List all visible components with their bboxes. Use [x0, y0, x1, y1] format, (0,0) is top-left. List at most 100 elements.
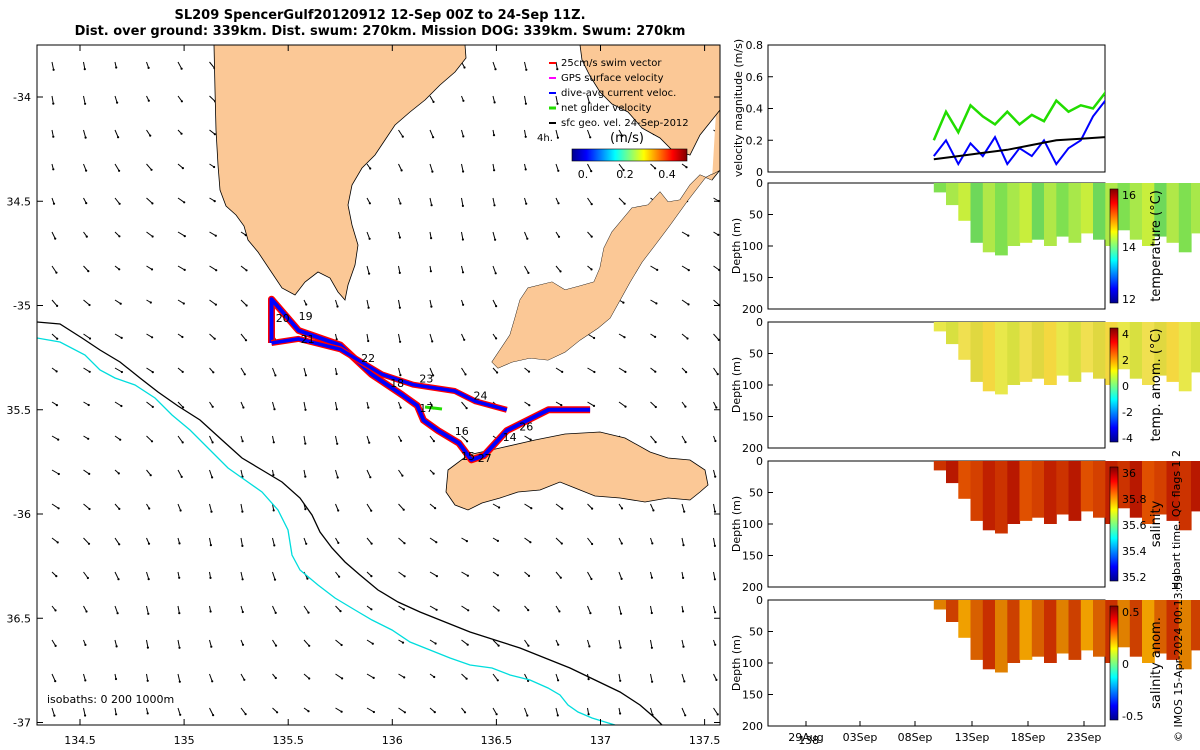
lon-tick-label: 136 [382, 734, 403, 747]
geo-arrow [114, 537, 120, 545]
geo-arrow [555, 163, 559, 171]
geo-arrow-head [55, 271, 58, 274]
geo-arrow-head [211, 476, 214, 479]
geo-arrow-head [399, 374, 402, 377]
geo-arrow-head [401, 135, 404, 138]
geo-arrow [114, 197, 120, 205]
section-cell [1031, 600, 1045, 657]
geo-arrow-head [682, 645, 685, 648]
geo-arrow-head [335, 408, 338, 411]
lat-tick-label: 35.5 [7, 404, 32, 417]
vel-tick-label: 0.4 [746, 103, 764, 116]
geo-arrow-head [686, 337, 689, 340]
section-cell [946, 461, 959, 484]
section-cell [1129, 183, 1143, 240]
geo-arrow-head [120, 404, 123, 408]
geo-arrow-head [367, 339, 370, 343]
geo-arrow-head [589, 136, 592, 139]
depth-tick-label: 150 [742, 411, 763, 424]
geo-arrow-head [590, 203, 593, 206]
section-cell [958, 461, 972, 499]
geo-arrow-head [620, 577, 623, 581]
geo-arrow-head [465, 407, 468, 410]
section-cell [995, 322, 1008, 395]
geo-arrow-head [241, 510, 244, 513]
geo-arrow-head [151, 405, 154, 408]
geo-arrow [146, 231, 153, 237]
geo-arrow [461, 231, 464, 240]
geo-arrow [713, 537, 716, 546]
geo-arrow [366, 469, 371, 478]
geo-arrow-head [714, 475, 717, 478]
section-cell [1093, 600, 1106, 657]
geo-arrow-head [466, 440, 469, 443]
geo-arrow [366, 707, 375, 713]
geo-arrow [177, 605, 180, 614]
geo-arrow [240, 367, 246, 375]
geo-arrow-head [55, 370, 58, 373]
geo-arrow [51, 95, 54, 104]
geo-arrow-head [682, 576, 685, 580]
cbar-tick-label: -4 [1122, 432, 1133, 445]
geo-arrow [587, 639, 590, 647]
geo-arrow-head [213, 337, 216, 340]
geo-arrow-head [654, 167, 657, 170]
section-cell [970, 183, 984, 243]
geo-arrow [429, 163, 433, 172]
geo-arrow [51, 265, 57, 273]
geo-arrow-head [213, 165, 216, 169]
geo-arrow [114, 571, 119, 580]
geo-arrow [713, 333, 720, 341]
time-tick-label: 23Sep [1067, 731, 1102, 744]
geo-arrow-head [398, 271, 401, 274]
geo-arrow-head [497, 609, 500, 612]
geo-arrow-head [182, 302, 185, 305]
geo-arrow-head [336, 305, 339, 308]
geo-arrow [681, 707, 686, 716]
geo-arrow-head [655, 302, 658, 305]
geo-arrow [461, 163, 464, 172]
geo-arrow-head [367, 306, 370, 309]
geo-arrow [177, 265, 185, 271]
geo-arrow-head [308, 644, 311, 647]
geo-arrow [618, 367, 626, 373]
geo-arrow-head [338, 575, 341, 578]
geo-arrow-head [463, 338, 466, 341]
geo-arrow-head [496, 679, 499, 682]
geo-arrow-head [464, 373, 467, 376]
geo-arrow-head [622, 169, 625, 172]
geo-arrow-head [54, 680, 57, 683]
geo-arrow [240, 265, 247, 271]
geo-arrow [555, 571, 562, 579]
geo-arrow-head [619, 612, 623, 615]
geo-arrow-head [212, 714, 215, 717]
geo-arrow [83, 265, 89, 272]
geo-arrow-head [272, 509, 275, 512]
geo-arrow-head [590, 235, 593, 238]
geo-arrow-head [88, 370, 91, 373]
geo-arrow-head [244, 339, 248, 342]
geo-arrow [209, 639, 212, 647]
geo-arrow-head [467, 609, 470, 612]
geo-arrow [366, 503, 372, 511]
geo-arrow-head [274, 611, 277, 615]
geo-arrow-head [557, 643, 560, 646]
section-cell [1142, 461, 1155, 524]
geo-arrow [83, 95, 86, 104]
depth-tick-label: 50 [749, 626, 763, 639]
geo-arrow [429, 639, 436, 644]
geo-arrow-head [241, 544, 244, 548]
cbar-tick-label: 4 [1122, 328, 1129, 341]
section-cell [1191, 600, 1200, 651]
geo-arrow [209, 61, 215, 69]
lat-tick-label: -37 [13, 717, 31, 730]
geo-arrow [146, 639, 149, 648]
geo-arrow-head [403, 711, 406, 714]
geo-arrow-head [713, 578, 717, 581]
geo-arrow [51, 503, 59, 509]
geo-arrow-head [242, 406, 245, 409]
land-upper-peninsula [579, 45, 720, 156]
section-cell [933, 461, 947, 471]
geo-arrow [146, 605, 149, 614]
